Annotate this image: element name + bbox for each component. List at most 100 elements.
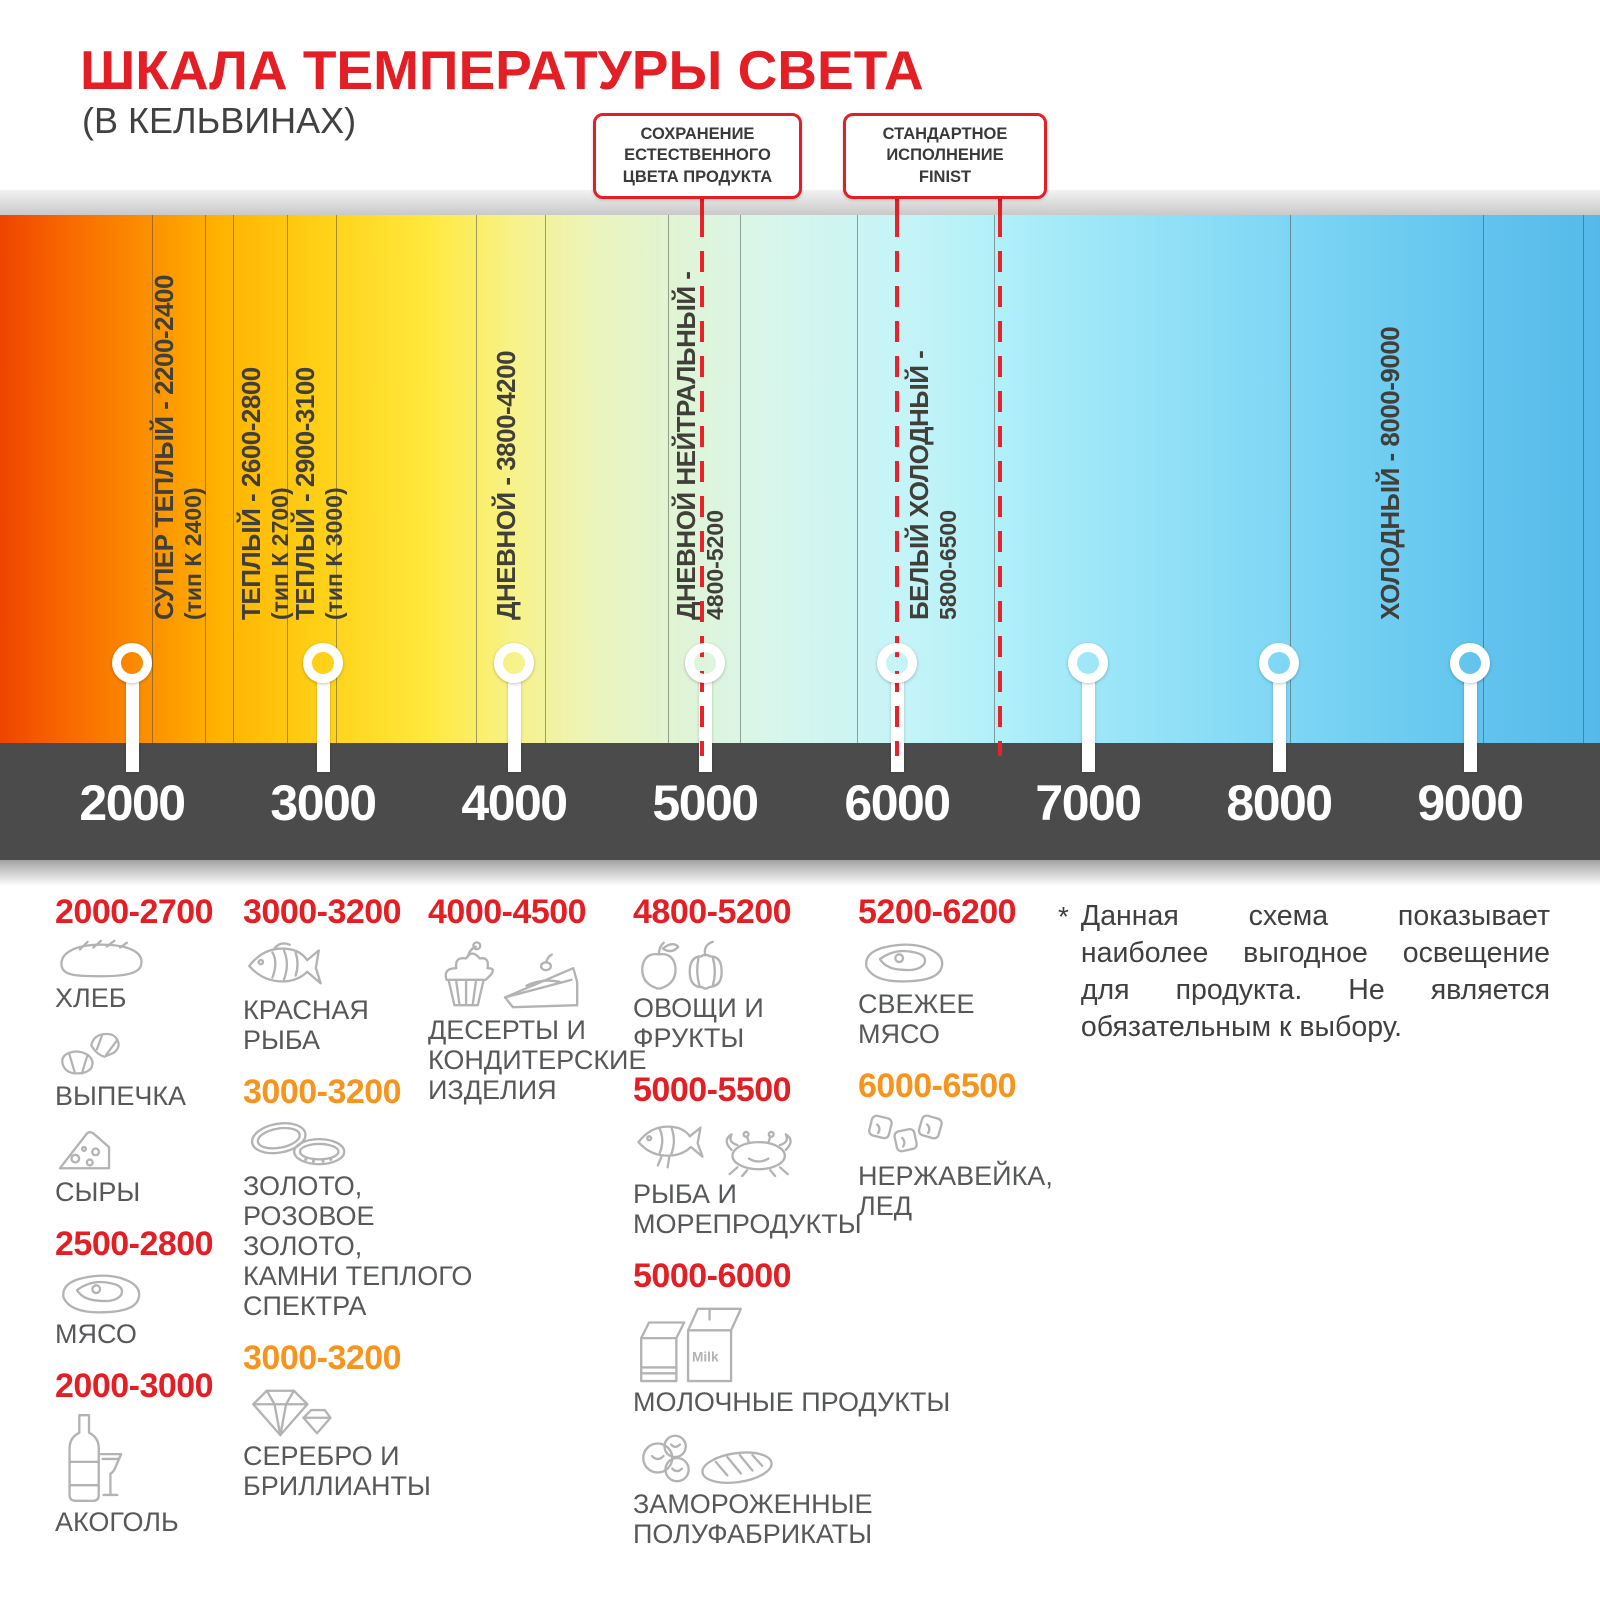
- rings-icon: [243, 1117, 488, 1169]
- category-column-4: 4800-5200 ОВОЩИ И ФРУКТЫ 5000-5500: [633, 893, 963, 1561]
- zone-divider: [1483, 215, 1484, 743]
- tick-5000: 5000: [652, 775, 759, 831]
- category-label-desserts: ДЕСЕРТЫ И КОНДИТЕРСКИЕ ИЗДЕЛИЯ: [428, 1015, 647, 1105]
- category-label-stainless-ice: НЕРЖАВЕЙКА, ЛЕД: [858, 1161, 1053, 1221]
- marker-ring: [1450, 643, 1490, 683]
- bread-icon: [55, 937, 245, 981]
- category-column-2: 3000-3200 КРАСНАЯ РЫБА 3000-3200 ЗОЛОТО,…: [243, 893, 488, 1513]
- category-label-meat: МЯСО: [55, 1319, 137, 1349]
- fish-icon: [243, 937, 488, 993]
- dashed-guide-6500k: [998, 216, 1002, 756]
- marker-ring: [112, 643, 152, 683]
- callout-finist-standard: СТАНДАРТНОЕ ИСПОЛНЕНИЕ FINIST: [843, 113, 1047, 199]
- alcohol-icon: [55, 1411, 245, 1505]
- marker-ring: [877, 643, 917, 683]
- zone-divider: [287, 215, 288, 743]
- dashed-guide-5000k: [700, 216, 704, 756]
- pastry-icon: [55, 1025, 245, 1079]
- category-range: 3000-3200: [243, 1073, 402, 1111]
- category-range: 2500-2800: [55, 1225, 214, 1263]
- category-label-fresh-meat: СВЕЖЕЕ МЯСО: [858, 989, 975, 1049]
- footnote: * Данная схема показывает наиболее выгод…: [1058, 898, 1550, 1046]
- zone-divider: [668, 215, 669, 743]
- category-range: 3000-3200: [243, 1339, 402, 1377]
- category-range: 4000-4500: [428, 893, 587, 931]
- tick-7000: 7000: [1035, 775, 1142, 831]
- footnote-text: Данная схема показывает наиболее выгодно…: [1080, 900, 1550, 1043]
- zone-divider: [1583, 215, 1584, 743]
- tick-8000: 8000: [1226, 775, 1333, 831]
- seafood-icon: [633, 1115, 963, 1177]
- zone-divider: [476, 215, 477, 743]
- milk-icon: Milk: [633, 1301, 963, 1385]
- category-range: 5200-6200: [858, 893, 1017, 931]
- category-range: 6000-6500: [858, 1067, 1017, 1105]
- marker-stem: [1464, 678, 1477, 772]
- zone-divider: [336, 215, 337, 743]
- marker-ring: [1259, 643, 1299, 683]
- category-range: 3000-3200: [243, 893, 402, 931]
- category-column-5: 5200-6200 СВЕЖЕЕ МЯСО 6000-6500 НЕРЖАВЕЙ…: [858, 893, 1058, 1233]
- tick-6000: 6000: [844, 775, 951, 831]
- axis-band: [0, 743, 1600, 860]
- category-label-bread: ХЛЕБ: [55, 983, 127, 1013]
- temperature-gradient-bar: [0, 215, 1600, 743]
- fresh-meat-icon: [858, 937, 1058, 987]
- marker-ring: [685, 643, 725, 683]
- category-range: 5000-6000: [633, 1257, 792, 1295]
- zone-divider: [233, 215, 234, 743]
- marker-ring: [1068, 643, 1108, 683]
- category-label-gold: ЗОЛОТО, РОЗОВОЕ ЗОЛОТО, КАМНИ ТЕПЛОГО СП…: [243, 1171, 473, 1321]
- zone-label-warm-2700: ТЕПЛЫЙ - 2600-2800 (тип К 2700): [236, 367, 293, 620]
- zone-divider: [152, 215, 153, 743]
- callout-leg: [700, 193, 704, 216]
- category-label-cheese: СЫРЫ: [55, 1177, 141, 1207]
- dessert-icon: [428, 937, 638, 1013]
- zone-divider: [740, 215, 741, 743]
- zone-label-super-warm: СУПЕР ТЕПЛЫЙ - 2200-2400 (тип К 2400): [149, 275, 206, 620]
- category-label-dairy: МОЛОЧНЫЕ ПРОДУКТЫ: [633, 1387, 951, 1417]
- category-label-alcohol: АКОГОЛЬ: [55, 1507, 179, 1537]
- meat-icon: [55, 1269, 245, 1317]
- page-title: ШКАЛА ТЕМПЕРАТУРЫ СВЕТА: [80, 39, 924, 101]
- marker-stem: [126, 678, 139, 772]
- zone-label-cold: ХОЛОДНЫЙ - 8000-9000: [1375, 326, 1405, 620]
- page-subtitle: (В КЕЛЬВИНАХ): [82, 100, 357, 141]
- zone-divider: [545, 215, 546, 743]
- vegetables-icon: [633, 937, 963, 991]
- zone-label-daylight: ДНЕВНОЙ - 3800-4200: [491, 350, 521, 620]
- cheese-icon: [55, 1123, 245, 1175]
- axis-band-shadow: [0, 860, 1600, 886]
- category-label-frozen: ЗАМОРОЖЕННЫЕ ПОЛУФАБРИКАТЫ: [633, 1489, 873, 1549]
- dashed-guide-6000k: [895, 216, 899, 756]
- marker-ring: [494, 643, 534, 683]
- category-label-vegetables: ОВОЩИ И ФРУКТЫ: [633, 993, 764, 1053]
- zone-label-warm-3000: ТЕПЛЫЙ - 2900-3100 (тип К 3000): [290, 367, 347, 620]
- category-range: 5000-5500: [633, 1071, 792, 1109]
- zone-divider: [857, 215, 858, 743]
- callout-leg: [895, 193, 899, 216]
- marker-stem: [508, 678, 521, 772]
- category-range: 2000-2700: [55, 893, 214, 931]
- marker-ring: [303, 643, 343, 683]
- tick-4000: 4000: [461, 775, 568, 831]
- callout-leg: [998, 193, 1002, 216]
- tick-2000: 2000: [79, 775, 186, 831]
- category-label-pastry: ВЫПЕЧКА: [55, 1081, 187, 1111]
- tick-9000: 9000: [1417, 775, 1524, 831]
- milk-carton-text: Milk: [692, 1350, 719, 1365]
- category-label-silver-diamonds: СЕРЕБРО И БРИЛЛИАНТЫ: [243, 1441, 431, 1501]
- diamond-icon: [243, 1383, 488, 1439]
- frozen-food-icon: [633, 1429, 963, 1487]
- zone-divider: [1290, 215, 1291, 743]
- ice-icon: [858, 1111, 1058, 1159]
- category-label-red-fish: КРАСНАЯ РЫБА: [243, 995, 369, 1055]
- category-range: 2000-3000: [55, 1367, 214, 1405]
- category-range: 4800-5200: [633, 893, 792, 931]
- marker-stem: [1273, 678, 1286, 772]
- marker-stem: [317, 678, 330, 772]
- category-label-seafood: РЫБА И МОРЕПРОДУКТЫ: [633, 1179, 862, 1239]
- footnote-asterisk: *: [1058, 901, 1069, 932]
- zone-divider: [994, 215, 995, 743]
